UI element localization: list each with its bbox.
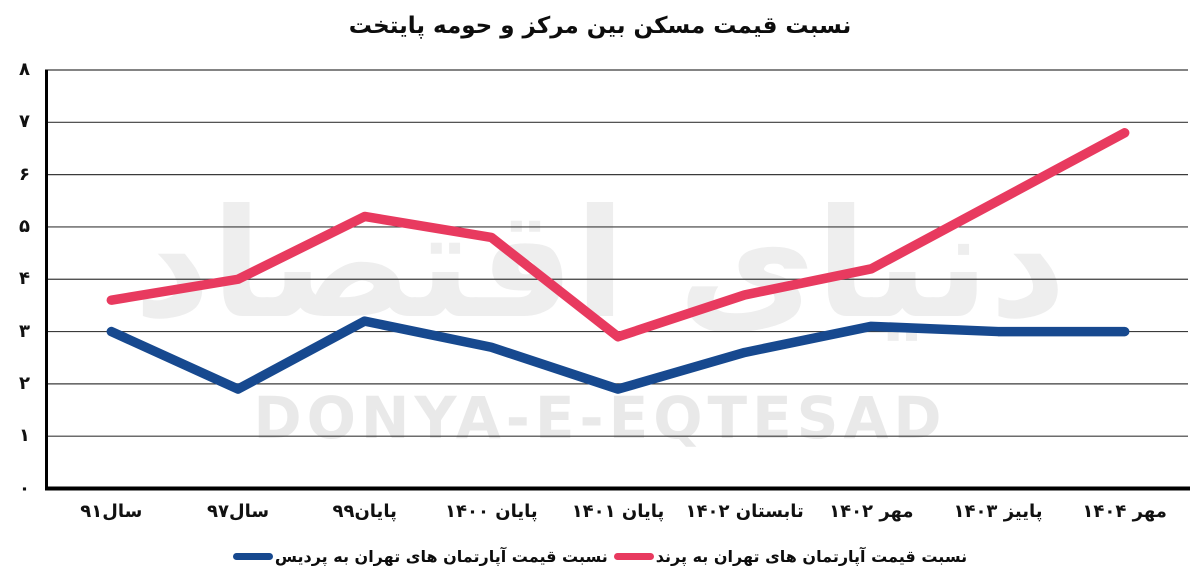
- x-tick-label: پایان۹۹: [332, 501, 397, 522]
- x-tick-label: پایان ۱۴۰۰: [445, 501, 538, 522]
- legend-item-pardis: نسبت قیمت آپارتمان های تهران به پردیس: [232, 546, 608, 566]
- y-tick-label: ۱: [19, 425, 30, 447]
- legend-label-pardis: نسبت قیمت آپارتمان های تهران به پردیس: [274, 546, 608, 566]
- y-axis: ۰ ۱ ۲ ۳ ۴ ۵ ۶ ۷ ۸: [0, 0, 30, 576]
- x-tick-label: سال۹۱: [80, 501, 143, 522]
- y-tick-label: ۴: [19, 268, 30, 290]
- watermark-english-text: DONYA-E-EQTESAD: [253, 384, 947, 452]
- legend: نسبت قیمت آپارتمان های تهران به پرند نسب…: [0, 544, 1200, 568]
- y-tick-label: ۲: [19, 372, 30, 394]
- legend-swatch-parand-icon: [613, 552, 654, 560]
- legend-item-parand: نسبت قیمت آپارتمان های تهران به پرند: [613, 546, 968, 566]
- y-tick-label: ۶: [19, 163, 30, 185]
- chart-title: نسبت قیمت مسکن بین مرکز و حومه پایتخت: [348, 13, 852, 39]
- y-tick-label: ۰: [19, 477, 30, 499]
- x-tick-label: پایان ۱۴۰۱: [571, 501, 665, 522]
- x-tick-label: مهر ۱۴۰۲: [829, 501, 914, 522]
- y-tick-label: ۷: [19, 111, 30, 133]
- x-tick-label: تابستان ۱۴۰۲: [685, 501, 804, 522]
- y-tick-label: ۸: [19, 59, 30, 80]
- x-tick-label: سال۹۷: [206, 501, 270, 522]
- y-tick-label: ۵: [19, 215, 30, 237]
- series-line-parand: [106, 128, 1130, 342]
- y-tick-label: ۳: [19, 320, 30, 342]
- legend-label-parand: نسبت قیمت آپارتمان های تهران به پرند: [655, 546, 968, 566]
- series-line-pardis: [106, 316, 1130, 394]
- x-tick-label: مهر ۱۴۰۴: [1082, 501, 1167, 522]
- x-tick-label: پاییز ۱۴۰۳: [953, 501, 1043, 522]
- legend-swatch-pardis-icon: [232, 552, 273, 560]
